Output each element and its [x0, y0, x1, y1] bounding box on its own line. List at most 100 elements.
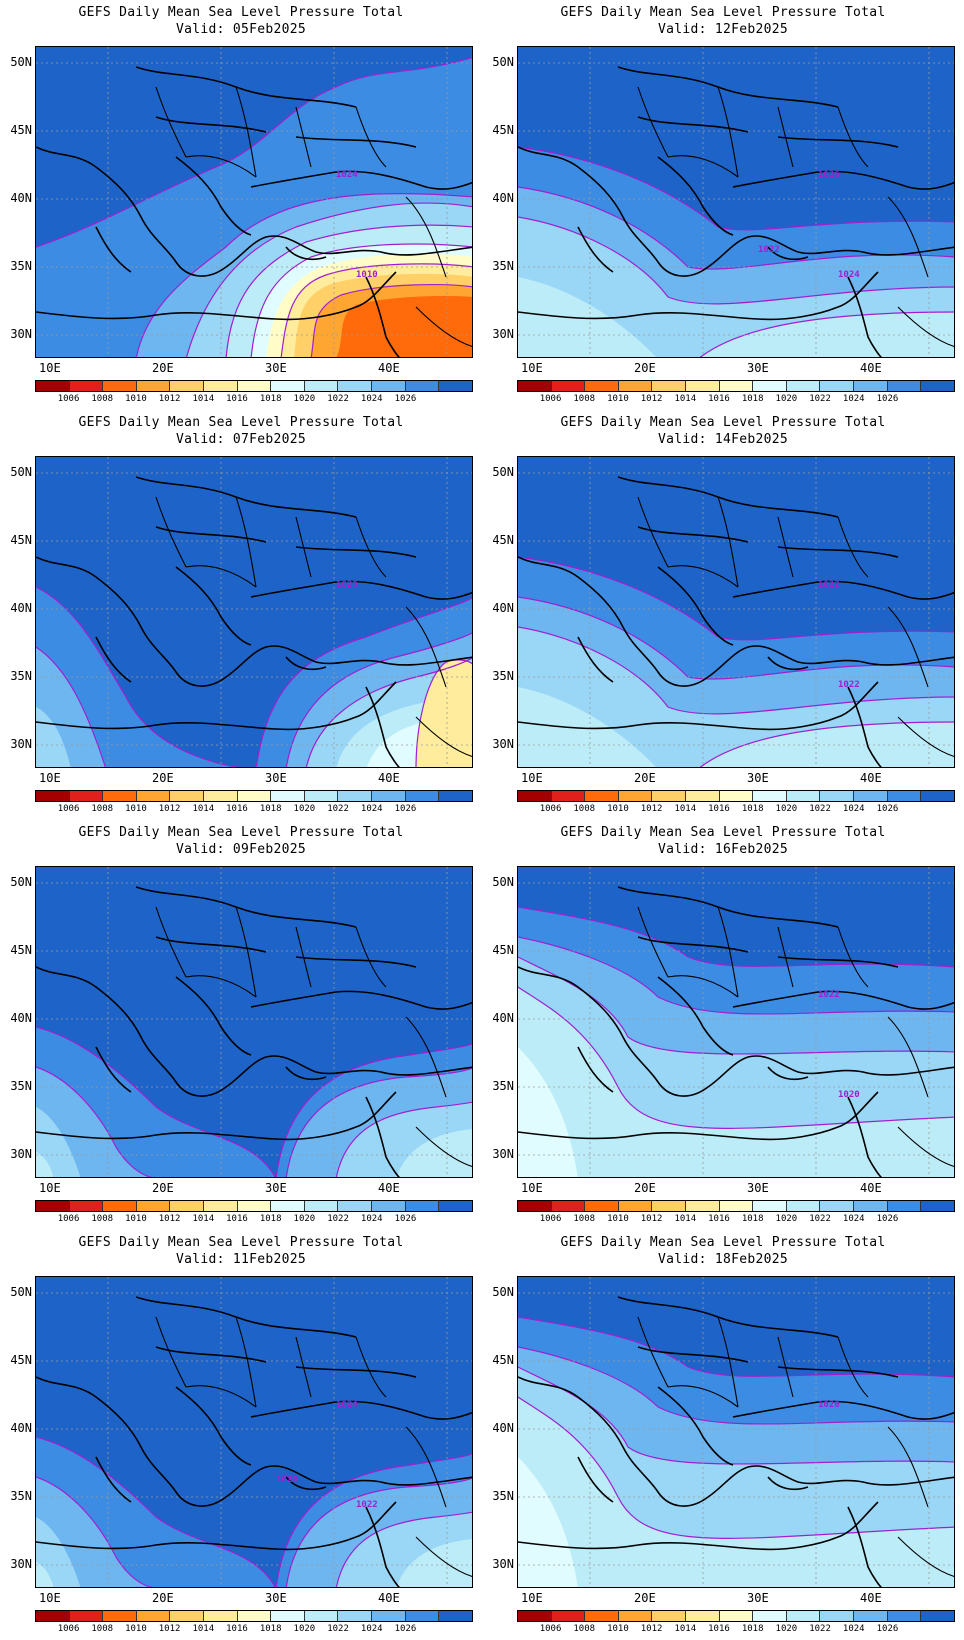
- isobar-label: 1022: [818, 990, 840, 1000]
- panel-valid-date: Valid: 07Feb2025: [175, 432, 307, 447]
- country-border: [415, 1126, 472, 1167]
- colorbar-swatch: [820, 1611, 855, 1621]
- colorbar-label: 1012: [158, 804, 181, 814]
- country-border: [667, 975, 739, 998]
- colorbar-swatch: [372, 791, 406, 801]
- lat-tick-label: 40N: [492, 191, 514, 205]
- panel-valid-date: Valid: 14Feb2025: [657, 432, 789, 447]
- colorbar-swatch: [921, 1201, 954, 1211]
- colorbar: [517, 790, 955, 802]
- lat-tick-label: 30N: [10, 1557, 32, 1571]
- lat-tick-label: 50N: [492, 1285, 514, 1299]
- colorbar-label: 1020: [775, 394, 798, 404]
- colorbar-swatch: [405, 1611, 440, 1621]
- lat-tick-label: 40N: [492, 1011, 514, 1025]
- coastline: [777, 136, 899, 148]
- colorbar-label: 1016: [226, 1214, 248, 1224]
- coastline: [577, 1456, 614, 1503]
- colorbar-label: 1006: [57, 1624, 80, 1634]
- lon-tick-label: 10E: [521, 771, 543, 785]
- colorbar-swatch: [753, 1201, 787, 1211]
- lat-tick-label: 50N: [10, 55, 32, 69]
- colorbar-swatch: [204, 1201, 238, 1211]
- colorbar-swatch: [405, 381, 440, 391]
- country-border: [777, 106, 794, 168]
- country-border: [295, 106, 312, 168]
- colorbar-swatch: [69, 791, 104, 801]
- coastline: [847, 1096, 882, 1177]
- pressure-band: [700, 722, 954, 767]
- colorbar-label: 1016: [708, 1214, 730, 1224]
- country-border: [355, 1336, 387, 1398]
- coastline: [518, 146, 954, 277]
- pressure-map: 1022 1020: [517, 866, 955, 1178]
- country-border: [897, 1126, 954, 1167]
- coastline: [175, 976, 252, 1056]
- colorbar-swatch: [518, 381, 552, 391]
- colorbar-label: 1008: [91, 1214, 114, 1224]
- colorbar-label: 1010: [125, 1214, 147, 1224]
- coastline: [155, 1346, 267, 1363]
- panel-title: GEFS Daily Mean Sea Level Pressure Total: [78, 1235, 404, 1250]
- colorbar-label: 1010: [607, 1624, 629, 1634]
- lat-tick-label: 35N: [492, 669, 514, 683]
- lat-tick-label: 40N: [492, 1421, 514, 1435]
- colorbar-swatch: [237, 791, 272, 801]
- colorbar-swatch: [921, 381, 954, 391]
- pressure-band: [518, 277, 657, 357]
- pressure-map: 1026 1024 1022: [517, 46, 955, 358]
- pressure-map: 1020: [517, 1276, 955, 1588]
- colorbar-swatch: [618, 791, 653, 801]
- lon-tick-label: 10E: [39, 771, 61, 785]
- country-border: [295, 1336, 312, 1398]
- lat-tick-label: 45N: [492, 533, 514, 547]
- map-svg: 1022 1020: [518, 867, 954, 1177]
- colorbar-label: 1024: [842, 1214, 865, 1224]
- country-border: [405, 196, 447, 278]
- panel-valid-date: Valid: 05Feb2025: [175, 22, 307, 37]
- colorbar-label: 1022: [809, 1624, 831, 1634]
- coastline: [295, 136, 417, 148]
- pressure-band: [336, 295, 472, 357]
- colorbar-swatch: [585, 1201, 619, 1211]
- colorbar-swatch: [786, 1611, 821, 1621]
- isobar-line: [280, 263, 472, 357]
- country-border: [837, 1336, 869, 1398]
- country-border: [155, 1316, 187, 1388]
- colorbar-label: 1026: [876, 804, 899, 814]
- colorbar-label: 1026: [876, 1214, 899, 1224]
- panel-valid-date: Valid: 12Feb2025: [657, 22, 789, 37]
- colorbar-label: 1006: [539, 1624, 562, 1634]
- lat-tick-label: 40N: [10, 1421, 32, 1435]
- colorbar-swatch: [372, 1201, 406, 1211]
- isobar-line: [518, 626, 954, 715]
- isobar-line: [518, 1346, 954, 1425]
- colorbar: [35, 1610, 473, 1622]
- colorbar-swatch: [854, 791, 888, 801]
- isobar-label: 1024: [838, 270, 860, 280]
- coastline: [657, 566, 734, 646]
- colorbar-label: 1008: [91, 394, 114, 404]
- isobar-label: 1026: [818, 170, 840, 180]
- colorbar-label: 1010: [125, 1624, 147, 1634]
- isobar-line: [518, 986, 954, 1129]
- map-svg: 1024 1010: [36, 47, 472, 357]
- pressure-band: [518, 987, 954, 1177]
- coastline: [767, 246, 809, 261]
- country-border: [235, 906, 257, 998]
- colorbar-swatch: [686, 1611, 720, 1621]
- colorbar-swatch: [103, 381, 137, 391]
- lat-tick-label: 40N: [492, 601, 514, 615]
- colorbar-label: 1008: [573, 394, 596, 404]
- pressure-map: 1024 1022 1020: [35, 1276, 473, 1588]
- country-border: [355, 926, 387, 988]
- isobar-line: [518, 186, 954, 270]
- lon-tick-label: 30E: [747, 361, 769, 375]
- lat-tick-label: 45N: [492, 123, 514, 137]
- coastline: [518, 556, 954, 687]
- colorbar-swatch: [518, 791, 552, 801]
- isobar-label: 1020: [838, 1090, 860, 1100]
- colorbar-label: 1006: [57, 804, 80, 814]
- colorbar-label: 1008: [573, 804, 596, 814]
- colorbar-label: 1006: [57, 1214, 80, 1224]
